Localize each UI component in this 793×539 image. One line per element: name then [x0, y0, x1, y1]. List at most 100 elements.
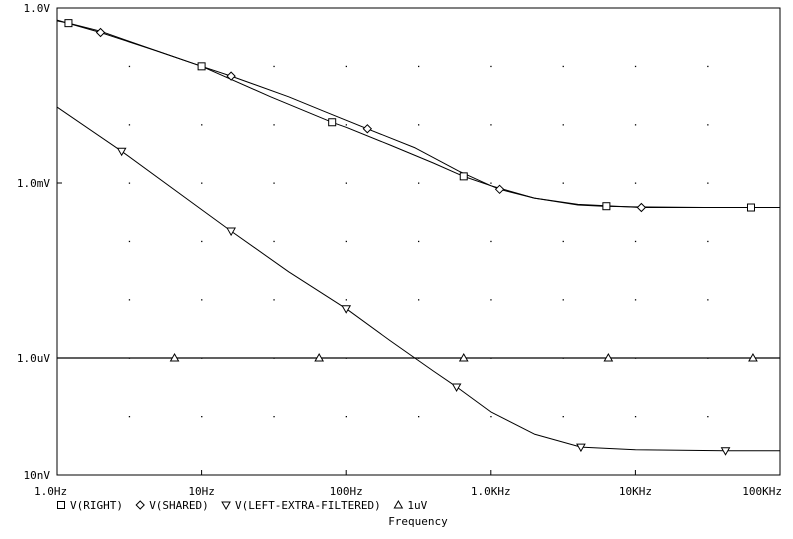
square-marker	[602, 202, 611, 211]
grid-dot	[273, 65, 275, 68]
grid-dot	[128, 416, 131, 418]
grid-dot	[201, 124, 203, 126]
x-axis-title: Frequency	[388, 515, 448, 528]
grid-dot	[562, 124, 564, 126]
diamond-marker	[95, 27, 106, 38]
grid-dot	[490, 416, 492, 418]
square-marker	[328, 118, 337, 127]
grid-dot	[128, 182, 131, 184]
grid-dot	[490, 65, 492, 68]
triangle-down-marker	[341, 305, 352, 314]
grid-dot	[273, 416, 275, 418]
grid-dot	[634, 182, 637, 184]
square-legend-symbol	[57, 501, 65, 509]
series-curves	[56, 19, 780, 452]
diamond-marker	[636, 202, 647, 213]
triangle-up-marker	[169, 352, 180, 362]
triangle-up-marker	[314, 352, 325, 362]
grid-dot	[418, 240, 420, 243]
diamond-marker	[226, 71, 236, 81]
y-tick-label: 1.0V	[24, 2, 51, 15]
grid-dot	[128, 240, 131, 243]
grid-dot	[345, 124, 347, 126]
series-markers	[64, 19, 758, 456]
grid-dot	[490, 124, 492, 126]
x-tick-label: 1.0Hz	[34, 485, 67, 498]
triangle-down-marker	[451, 383, 462, 392]
legend-entry-label[interactable]: 1uV	[407, 499, 427, 512]
legend[interactable]: V(RIGHT) V(SHARED) V(LEFT-EXTRA-FILTERED) 1…	[57, 499, 428, 512]
square-marker	[459, 172, 468, 181]
grid-dot	[634, 65, 637, 68]
series-line-v-shared	[56, 19, 780, 208]
series-line-v-left-extra-filtered	[56, 106, 780, 452]
square-marker	[197, 62, 206, 71]
grid-dot	[707, 124, 709, 126]
grid-dot	[128, 299, 131, 301]
x-tick-label: 10Hz	[188, 485, 215, 498]
triangle-down-marker	[720, 447, 731, 456]
axes: 1.0Hz 10Hz 100Hz 1.0KHz 10KHz 100KHz 1.0V 1.0mV…	[17, 2, 782, 498]
square-marker	[746, 203, 755, 212]
x-tick-label: 10KHz	[619, 485, 652, 498]
grid-dot	[562, 240, 564, 243]
triangle-down-marker	[576, 443, 586, 453]
y-tick-label: 10nV	[24, 469, 51, 482]
grid-dot	[562, 65, 564, 68]
triangle-down-legend-symbol	[221, 501, 231, 511]
grid-dot	[562, 416, 564, 418]
grid-dot	[634, 299, 637, 301]
grid-dot	[634, 416, 637, 418]
grid-dot	[345, 182, 347, 184]
triangle-up-legend-symbol	[393, 499, 404, 509]
grid-dot	[273, 299, 275, 301]
grid-dot	[201, 182, 203, 184]
x-tick-label: 100KHz	[742, 485, 782, 498]
grid-dot	[418, 65, 420, 68]
grid-dot	[128, 124, 131, 126]
grid-dot	[707, 240, 709, 243]
grid-dot	[418, 299, 420, 301]
triangle-up-marker	[458, 352, 469, 362]
triangle-up-marker	[748, 352, 758, 362]
grid-dot	[634, 240, 637, 243]
y-tick-label: 1.0mV	[17, 177, 50, 190]
grid-dot	[273, 124, 275, 126]
diamond-legend-symbol	[135, 500, 145, 510]
grid-dot	[707, 299, 709, 301]
grid-dot	[273, 182, 275, 184]
grid-dot	[707, 416, 709, 418]
triangle-down-marker	[226, 227, 236, 237]
triangle-down-marker	[116, 147, 127, 157]
grid-dot	[562, 299, 564, 301]
grid-dot	[707, 65, 709, 68]
grid-dot	[201, 240, 203, 243]
grid-dot	[345, 240, 347, 243]
triangle-up-marker	[603, 352, 614, 362]
square-marker	[64, 19, 73, 28]
diamond-marker	[494, 184, 505, 195]
grid-dot	[201, 416, 203, 418]
plot-frame	[56, 7, 781, 476]
grid-dot	[562, 182, 564, 184]
grid-dot	[490, 299, 492, 301]
diamond-marker	[362, 124, 373, 134]
grid-dot	[201, 299, 203, 301]
legend-entry-label[interactable]: V(LEFT-EXTRA-FILTERED)	[235, 499, 381, 512]
grid-dot	[418, 124, 420, 126]
grid-dot	[490, 240, 492, 243]
x-tick-label: 100Hz	[330, 485, 363, 498]
grid-dot	[418, 182, 420, 184]
grid-dot	[707, 182, 709, 184]
grid-dot	[418, 416, 420, 418]
grid-dot	[345, 299, 347, 301]
legend-entry-label[interactable]: V(SHARED)	[149, 499, 209, 512]
legend-entry-label[interactable]: V(RIGHT)	[70, 499, 123, 512]
x-tick-label: 1.0KHz	[471, 485, 511, 498]
grid-dot	[273, 240, 275, 243]
grid-dot	[345, 65, 347, 68]
y-tick-label: 1.0uV	[17, 352, 50, 365]
